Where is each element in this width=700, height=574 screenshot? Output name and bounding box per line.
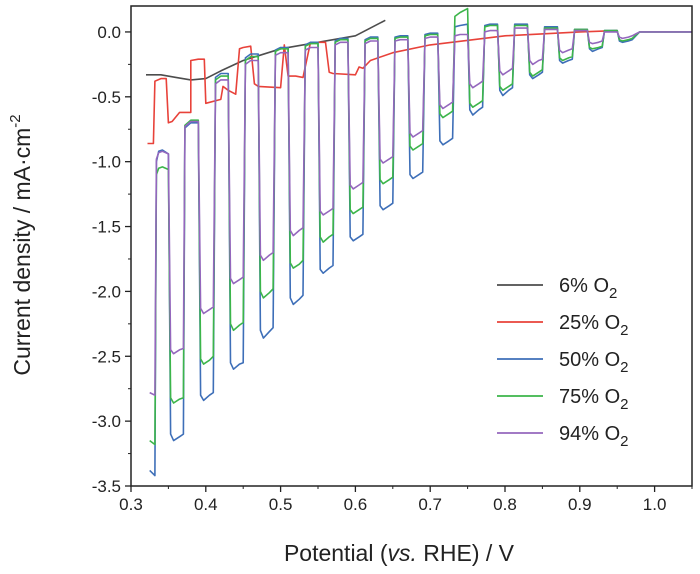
legend-label-4: 94% O2 bbox=[559, 423, 629, 450]
x-tick-label: 0.3 bbox=[119, 495, 143, 514]
plot-frame bbox=[130, 5, 693, 487]
legend-label-2: 50% O2 bbox=[559, 349, 629, 376]
x-tick-label: 0.6 bbox=[344, 495, 368, 514]
legend: 6% O2 25% O2 50% O2 75% O2 94% O2 bbox=[497, 275, 629, 450]
y-tick-label: 0.0 bbox=[97, 23, 121, 42]
x-tick-label: 0.8 bbox=[493, 495, 517, 514]
legend-label-1: 25% O2 bbox=[559, 312, 629, 339]
x-axis-title: Potential (vs. RHE) / V bbox=[284, 540, 515, 566]
y-tick-label: -3.5 bbox=[92, 477, 121, 496]
y-tick-label: -0.5 bbox=[92, 88, 121, 107]
y-tick-label: -1.0 bbox=[92, 153, 121, 172]
series-line-4 bbox=[149, 27, 692, 396]
y-axis: 0.0 -0.5 -1.0 -1.5 -2.0 -2.5 -3.0 -3.5 bbox=[92, 23, 131, 496]
y-tick-label: -3.0 bbox=[92, 412, 121, 431]
x-axis: 0.3 0.4 0.5 0.6 0.7 0.8 0.9 1.0 bbox=[119, 486, 693, 514]
series-line-1 bbox=[147, 29, 618, 145]
x-tick-label: 0.4 bbox=[194, 495, 218, 514]
legend-label-0: 6% O2 bbox=[559, 275, 617, 302]
x-tick-label: 1.0 bbox=[643, 495, 667, 514]
y-tick-label: -2.5 bbox=[92, 347, 121, 366]
series-line-3 bbox=[149, 7, 692, 446]
series-line-0 bbox=[146, 19, 386, 81]
y-axis-title: Current density / mA·cm-2 bbox=[7, 114, 35, 375]
y-tick-label: -2.0 bbox=[92, 282, 121, 301]
x-tick-label: 0.5 bbox=[269, 495, 293, 514]
x-tick-label: 0.9 bbox=[568, 495, 592, 514]
y-tick-label: -1.5 bbox=[92, 218, 121, 237]
x-tick-label: 0.7 bbox=[418, 495, 442, 514]
plot-area bbox=[146, 7, 692, 477]
legend-label-3: 75% O2 bbox=[559, 386, 629, 413]
